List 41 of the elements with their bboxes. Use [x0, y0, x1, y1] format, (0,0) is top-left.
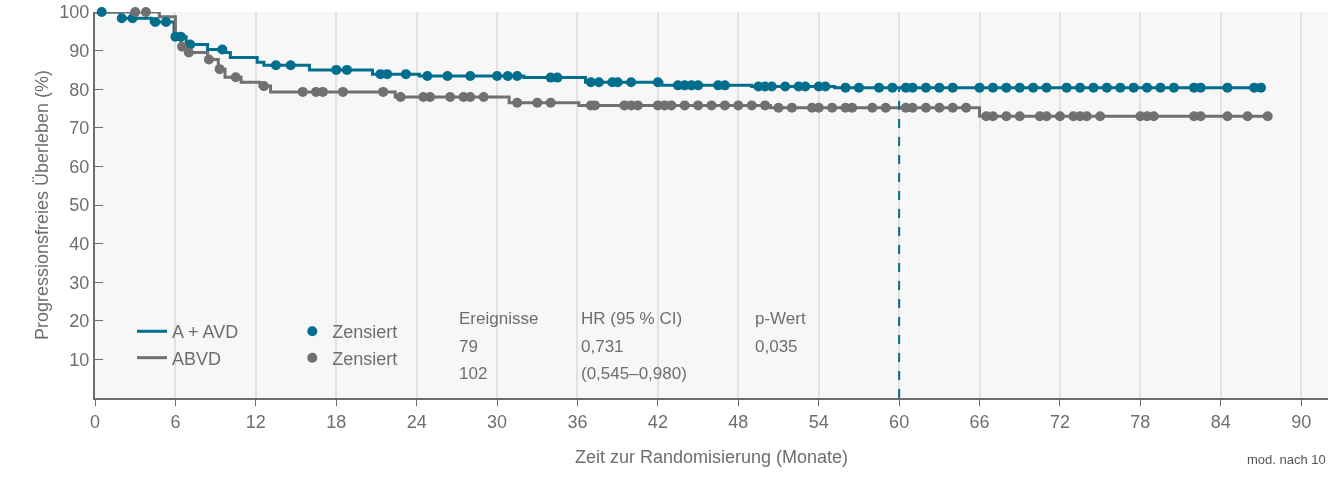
x-tick-label: 24 [406, 411, 427, 432]
y-tick-label: 30 [69, 272, 90, 293]
x-tick-label: 48 [728, 411, 749, 432]
annotation: 0,035 [755, 337, 798, 356]
x-tick-label: 18 [326, 411, 347, 432]
x-tick-label: 12 [245, 411, 266, 432]
y-tick-label: 70 [69, 118, 90, 139]
x-tick-label: 42 [647, 411, 668, 432]
x-tick-label: 84 [1210, 411, 1231, 432]
annotation: 79 [459, 337, 478, 356]
legend-label: Zensiert [332, 322, 398, 343]
annotation: 0,731 [581, 337, 624, 356]
x-tick-label: 78 [1130, 411, 1151, 432]
legend-label: Zensiert [332, 348, 398, 369]
text: mod. nach 10 [1247, 452, 1326, 467]
x-tick-label: 66 [969, 411, 990, 432]
x-tick-label: 90 [1291, 411, 1312, 432]
y-tick-label: 10 [69, 349, 90, 370]
annotation: Ereignisse [459, 309, 539, 328]
x-tick-label: 0 [89, 411, 101, 432]
annotation: p-Wert [755, 309, 806, 328]
annotation: (0,545–0,980) [581, 364, 687, 383]
legend-label: ABVD [171, 348, 222, 369]
y-tick-label: 20 [69, 311, 90, 332]
x-tick-label: 36 [567, 411, 588, 432]
y-axis-title: Progressionsfreies Überleben (%) [32, 69, 52, 341]
y-tick-label: 40 [69, 233, 90, 254]
legend-label: A + AVD [171, 322, 239, 343]
x-axis-title: Zeit zur Randomisierung (Monate) [574, 447, 849, 467]
x-tick-label: 30 [487, 411, 508, 432]
y-tick-label: 60 [69, 156, 90, 177]
x-tick-label: 54 [808, 411, 829, 432]
x-tick-label: 72 [1049, 411, 1070, 432]
annotation: 102 [459, 364, 488, 383]
y-tick-label: 100 [59, 2, 90, 23]
y-tick-label: 80 [69, 79, 90, 100]
y-tick-label: 50 [69, 195, 90, 216]
x-tick-label: 6 [170, 411, 181, 432]
x-tick-label: 60 [889, 411, 910, 432]
annotation: HR (95 % CI) [581, 309, 683, 328]
y-tick-label: 90 [69, 40, 90, 61]
